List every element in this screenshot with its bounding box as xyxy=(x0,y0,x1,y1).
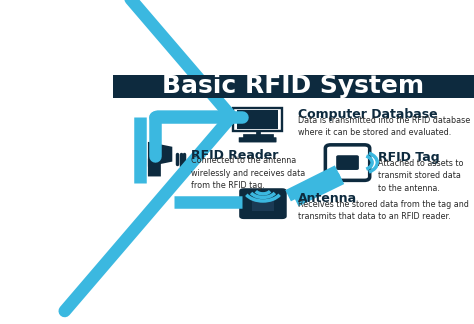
FancyBboxPatch shape xyxy=(252,197,274,211)
FancyBboxPatch shape xyxy=(233,108,282,132)
Text: Receives the stored data from the tag and
transmits that data to an RFID reader.: Receives the stored data from the tag an… xyxy=(298,200,469,221)
FancyBboxPatch shape xyxy=(239,137,276,143)
Text: Basic RFID System: Basic RFID System xyxy=(163,75,425,98)
Text: Data is transmitted into the RFID database
where it can be stored and evaluated.: Data is transmitted into the RFID databa… xyxy=(298,116,470,137)
Bar xyxy=(113,75,474,98)
FancyBboxPatch shape xyxy=(325,145,370,180)
Polygon shape xyxy=(148,142,173,167)
Text: RFID Reader: RFID Reader xyxy=(191,149,279,162)
FancyBboxPatch shape xyxy=(237,110,278,129)
FancyBboxPatch shape xyxy=(239,188,287,219)
Polygon shape xyxy=(148,159,161,177)
FancyBboxPatch shape xyxy=(336,155,359,170)
Text: Computer Database: Computer Database xyxy=(298,108,438,121)
Text: RFID Tag: RFID Tag xyxy=(378,151,439,164)
Text: Antenna: Antenna xyxy=(298,192,357,205)
Text: Attached to assets to
transmit stored data
to the antenna.: Attached to assets to transmit stored da… xyxy=(378,159,464,193)
Text: Connected to the antenna
wirelessly and receives data
from the RFID tag.: Connected to the antenna wirelessly and … xyxy=(191,156,306,190)
